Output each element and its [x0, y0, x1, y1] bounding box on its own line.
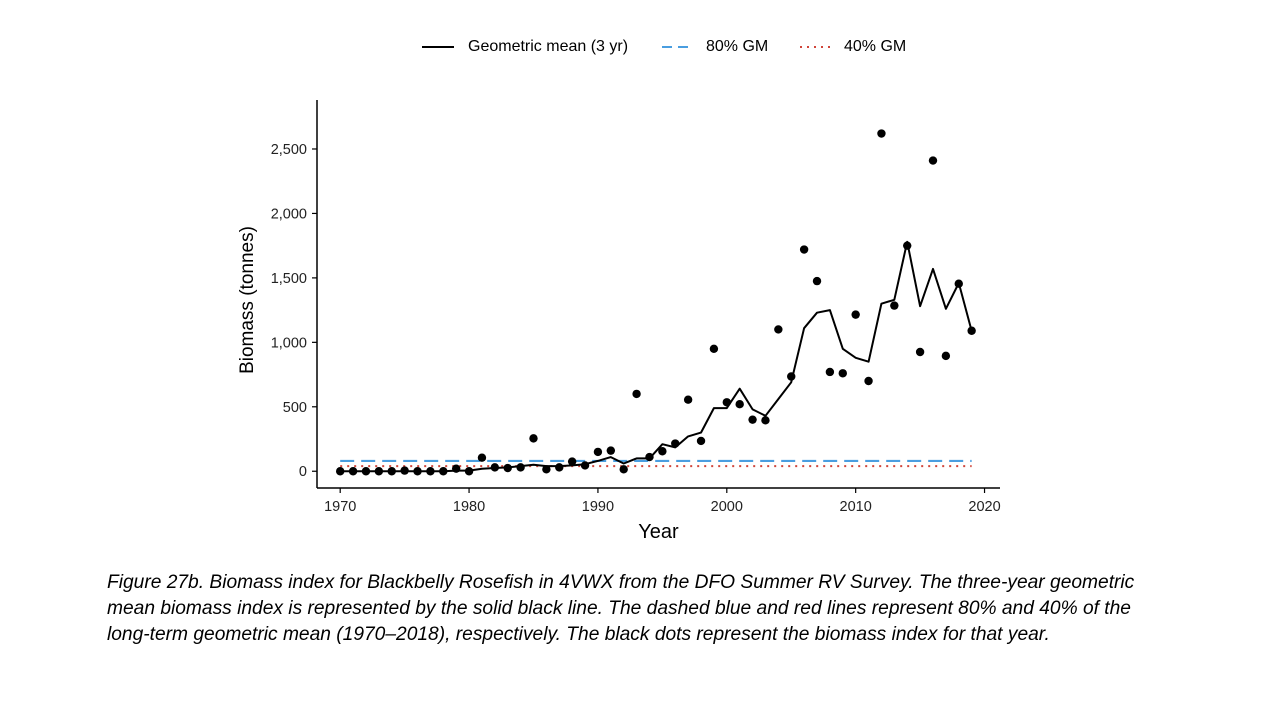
data-point [890, 301, 899, 310]
x-tick-label: 2000 [711, 499, 743, 515]
data-point [877, 129, 886, 138]
y-tick-label: 2,500 [271, 142, 307, 158]
data-point [696, 436, 706, 446]
data-point [735, 400, 744, 409]
data-point [825, 367, 835, 377]
data-point [555, 463, 564, 472]
series-line-geometric-mean [340, 240, 973, 473]
data-point [812, 276, 822, 286]
legend-item-80-gm: 80% GM [660, 34, 768, 60]
data-point [864, 376, 873, 386]
x-axis-title: Year [638, 521, 679, 543]
data-point [967, 326, 976, 335]
data-point [671, 439, 680, 448]
legend: Geometric mean (3 yr) 80% GM 40% GM [0, 34, 1280, 60]
data-point [761, 416, 770, 425]
data-point [580, 461, 590, 470]
legend-label-40-gm: 40% GM [844, 38, 907, 55]
x-tick-label: 1990 [582, 499, 614, 515]
data-point [645, 452, 654, 462]
data-point [928, 156, 938, 165]
data-point [851, 310, 860, 319]
data-point [787, 372, 796, 381]
legend-swatch-dotted-red [800, 46, 832, 48]
reference-lines [340, 459, 972, 468]
data-point [606, 446, 616, 455]
figure-caption: Figure 27b. Biomass index for Blackbelly… [107, 572, 1135, 645]
data-point [632, 389, 641, 399]
data-point [348, 467, 358, 476]
data-point [400, 466, 409, 475]
legend-swatch-solid-line [422, 46, 454, 48]
data-point [529, 434, 538, 443]
legend-item-40-gm: 40% GM [798, 34, 906, 60]
chart-axes: 1970 1980 1990 2000 2010 2020 0 500 1,000 1,500 2,… [271, 100, 1001, 515]
data-point [451, 464, 461, 473]
data-point [774, 325, 783, 334]
data-point [542, 465, 551, 474]
data-point [567, 457, 577, 466]
data-point [413, 467, 422, 476]
y-tick-label: 0 [299, 464, 307, 480]
data-point [915, 347, 925, 357]
data-point [709, 344, 719, 353]
y-tick-label: 1,500 [271, 271, 307, 287]
data-point [799, 245, 809, 254]
y-axis-title: Biomass (tonnes) [237, 226, 258, 374]
x-tick-label: 1980 [453, 499, 485, 515]
data-point [941, 351, 951, 361]
data-point [439, 467, 448, 476]
data-point [426, 467, 435, 476]
axis-labels: Year Biomass (tonnes) [237, 226, 679, 543]
data-point [361, 467, 371, 476]
data-point [658, 447, 667, 456]
x-tick-label: 2020 [968, 499, 1000, 515]
y-tick-label: 2,000 [271, 206, 307, 222]
chart-series [340, 240, 973, 473]
data-point [593, 447, 603, 457]
x-tick-label: 2010 [840, 499, 872, 515]
legend-label-geometric-mean: Geometric mean (3 yr) [468, 38, 629, 55]
data-point [503, 463, 512, 473]
legend-swatch-dashed-blue [662, 46, 694, 48]
data-point [838, 369, 847, 378]
data-point [335, 467, 345, 476]
data-point [374, 467, 384, 476]
data-point [477, 453, 487, 462]
data-point [722, 398, 731, 407]
data-point [683, 395, 693, 404]
data-point [516, 463, 525, 472]
data-point [954, 279, 963, 288]
annual-index-points [335, 129, 976, 476]
y-tick-label: 500 [283, 400, 307, 416]
data-point [464, 467, 474, 476]
legend-item-geometric-mean: Geometric mean (3 yr) [420, 34, 628, 60]
data-point [490, 463, 500, 472]
y-tick-label: 1,000 [271, 335, 307, 351]
data-point [903, 241, 912, 250]
data-point [619, 465, 628, 474]
legend-label-80-gm: 80% GM [706, 38, 769, 55]
x-tick-label: 1970 [324, 499, 356, 515]
data-point [387, 467, 396, 476]
data-point [748, 415, 757, 424]
biomass-chart: 1970 1980 1990 2000 2010 2020 0 500 1,000 1,500 2,… [237, 100, 1001, 543]
